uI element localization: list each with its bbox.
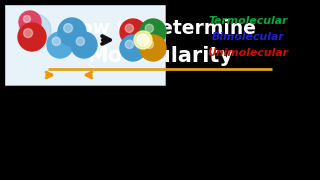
Text: How to Determine: How to Determine [64,19,256,37]
Circle shape [23,15,30,22]
Circle shape [120,35,146,61]
Text: Bimolecular: Bimolecular [212,32,284,42]
Circle shape [19,11,41,33]
Circle shape [145,40,154,49]
Text: Unimolecular: Unimolecular [207,48,289,58]
Bar [5,5,165,85]
Circle shape [120,19,146,45]
Circle shape [64,24,73,33]
Circle shape [140,35,166,61]
Text: Molecularity: Molecularity [87,46,233,66]
Circle shape [58,18,86,46]
Circle shape [52,37,60,46]
Circle shape [71,32,97,58]
Circle shape [19,14,51,46]
Bar [5,5,165,85]
Circle shape [140,19,166,45]
Circle shape [24,29,33,38]
Circle shape [76,37,84,46]
Text: Termolecular: Termolecular [208,16,288,26]
Circle shape [134,31,152,49]
Circle shape [18,23,46,51]
Circle shape [47,32,73,58]
Circle shape [125,40,133,49]
Circle shape [125,24,133,33]
Circle shape [145,24,154,33]
Circle shape [137,34,149,46]
